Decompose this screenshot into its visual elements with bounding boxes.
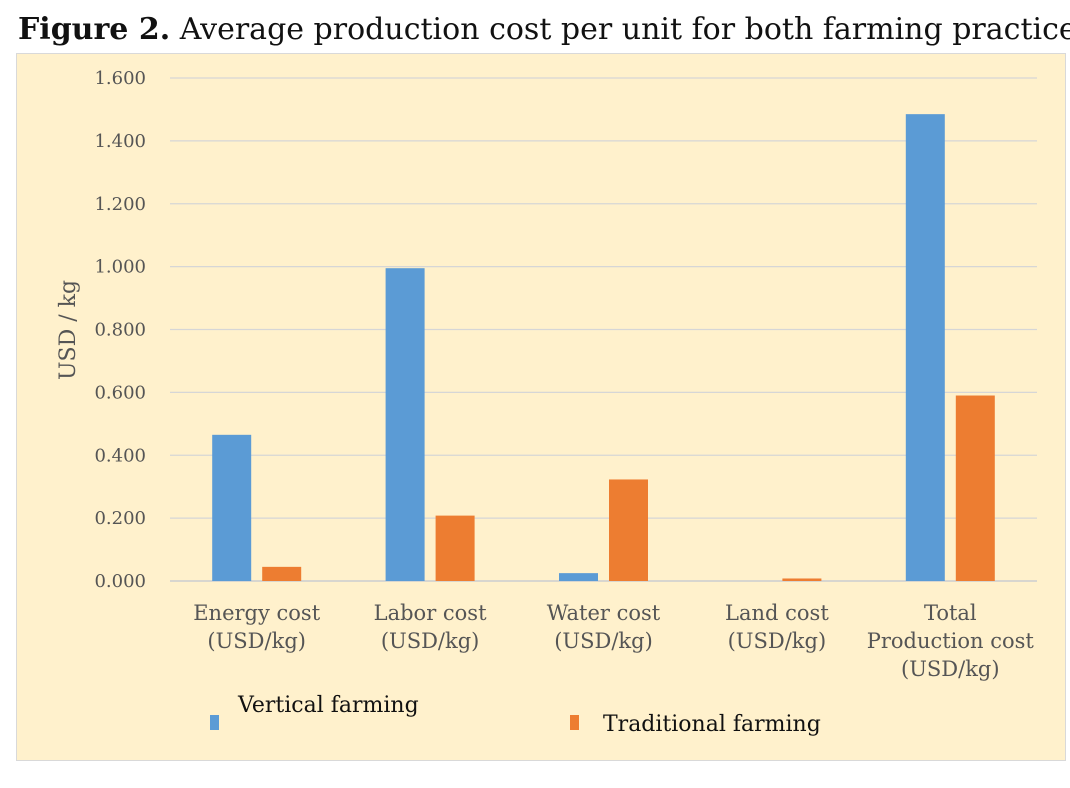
bar-vertical-4	[905, 114, 945, 581]
figure-title: Figure 2. Average production cost per un…	[18, 12, 1070, 47]
y-tick-label: 1.200	[94, 194, 146, 215]
y-tick-label: 1.400	[94, 131, 146, 152]
y-tick-label: 0.200	[94, 508, 146, 529]
bar-traditional-3	[782, 578, 822, 581]
bar-traditional-4	[955, 395, 995, 581]
figure-caption: Average production cost per unit for bot…	[179, 12, 1070, 47]
chart-area	[16, 53, 1066, 761]
bar-vertical-2	[559, 573, 598, 581]
bar-vertical-0	[212, 434, 252, 581]
legend-swatch-vertical	[210, 715, 219, 730]
y-tick-label: 0.800	[94, 320, 146, 341]
gridlines	[170, 77, 1037, 582]
y-tick-label: 0.000	[94, 571, 146, 592]
x-tick-label: Land cost (USD/kg)	[725, 601, 829, 653]
bars	[212, 114, 995, 581]
x-tick-label: Total Production cost (USD/kg)	[867, 601, 1035, 681]
figure-label: Figure 2.	[18, 12, 171, 47]
y-tick-label: 1.600	[94, 68, 146, 89]
x-tick-label: Energy cost (USD/kg)	[193, 601, 320, 653]
y-tick-label: 1.000	[94, 257, 146, 278]
legend: Vertical farming Traditional farming	[210, 693, 821, 737]
x-axis-categories: Energy cost (USD/kg) Labor cost (USD/kg) Wat…	[193, 601, 1034, 681]
legend-label-vertical: Vertical farming	[237, 693, 419, 718]
x-tick-label: Water cost (USD/kg)	[547, 601, 661, 653]
bar-traditional-2	[609, 479, 648, 581]
y-tick-label: 0.600	[94, 382, 146, 403]
bar-vertical-1	[385, 268, 425, 581]
legend-label-traditional: Traditional farming	[603, 712, 821, 737]
x-tick-label: Labor cost (USD/kg)	[374, 601, 487, 653]
bar-traditional-1	[435, 515, 475, 581]
legend-swatch-traditional	[570, 715, 579, 730]
bar-traditional-0	[262, 566, 302, 581]
y-axis-ticks: 0.000 0.200 0.400 0.600 0.800 1.000 1.200 1.400…	[94, 68, 146, 592]
y-tick-label: 0.400	[94, 445, 146, 466]
y-axis-label: USD / kg	[56, 280, 81, 380]
